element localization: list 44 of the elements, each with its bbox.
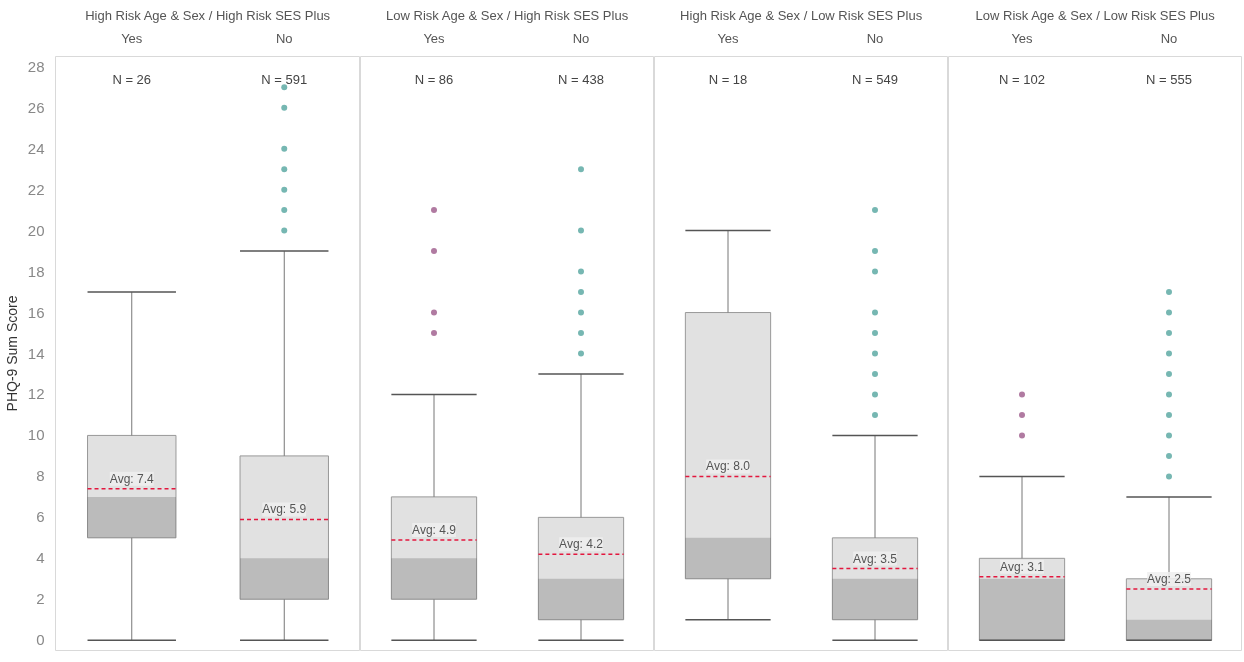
chart-title: High Risk Age & Sex / High Risk SES Plus bbox=[85, 7, 331, 23]
x-tick-label: No bbox=[866, 30, 884, 46]
annotation: Avg: 3.5 bbox=[853, 551, 898, 566]
y-tick-label: 24 bbox=[27, 139, 45, 157]
x-tick-label: Yes bbox=[121, 30, 143, 46]
chart-title: Low Risk Age & Sex / High Risk SES Plus bbox=[386, 7, 629, 23]
annotation: N = 86 bbox=[414, 71, 454, 87]
y-tick-label: 14 bbox=[27, 344, 45, 362]
annotation: N = 555 bbox=[1146, 71, 1192, 87]
x-tick-label: No bbox=[275, 30, 293, 46]
annotation: Avg: 7.4 bbox=[109, 471, 154, 486]
y-tick-label: 8 bbox=[36, 467, 45, 485]
y-tick-label: 26 bbox=[27, 98, 45, 116]
annotation: Avg: 4.9 bbox=[412, 522, 457, 537]
x-tick-label: Yes bbox=[1011, 30, 1034, 46]
y-tick-label: 28 bbox=[27, 57, 45, 75]
y-tick-label: 0 bbox=[36, 631, 45, 649]
chart-title: Low Risk Age & Sex / Low Risk SES Plus bbox=[975, 7, 1216, 23]
annotation: Avg: 2.5 bbox=[1147, 572, 1192, 587]
chart-title: High Risk Age & Sex / Low Risk SES Plus bbox=[680, 7, 923, 23]
annotation: Avg: 8.0 bbox=[706, 459, 751, 474]
annotation: Avg: 5.9 bbox=[262, 502, 307, 517]
y-tick-label: 4 bbox=[36, 549, 45, 567]
x-tick-label: Yes bbox=[717, 30, 740, 46]
y-tick-label: 6 bbox=[36, 508, 45, 526]
annotation: Avg: 3.1 bbox=[1000, 559, 1045, 574]
y-axis-title: PHQ-9 Sum Score bbox=[3, 295, 20, 412]
y-tick-label: 20 bbox=[27, 221, 45, 239]
annotation: N = 102 bbox=[999, 71, 1045, 87]
y-tick-label: 22 bbox=[27, 180, 45, 198]
y-tick-label: 10 bbox=[27, 426, 45, 444]
x-tick-label: No bbox=[572, 30, 590, 46]
annotation: N = 18 bbox=[708, 71, 748, 87]
annotation: Avg: 4.2 bbox=[559, 537, 604, 552]
annotation: N = 591 bbox=[261, 71, 308, 87]
y-tick-label: 2 bbox=[36, 590, 45, 608]
y-tick-label: 18 bbox=[27, 262, 45, 280]
x-tick-label: No bbox=[1160, 30, 1178, 46]
annotation: N = 438 bbox=[558, 71, 604, 87]
annotation: N = 549 bbox=[852, 71, 898, 87]
x-tick-label: Yes bbox=[423, 30, 446, 46]
y-tick-label: 12 bbox=[27, 385, 45, 403]
y-tick-label: 16 bbox=[27, 303, 45, 321]
annotation: N = 26 bbox=[112, 71, 152, 87]
